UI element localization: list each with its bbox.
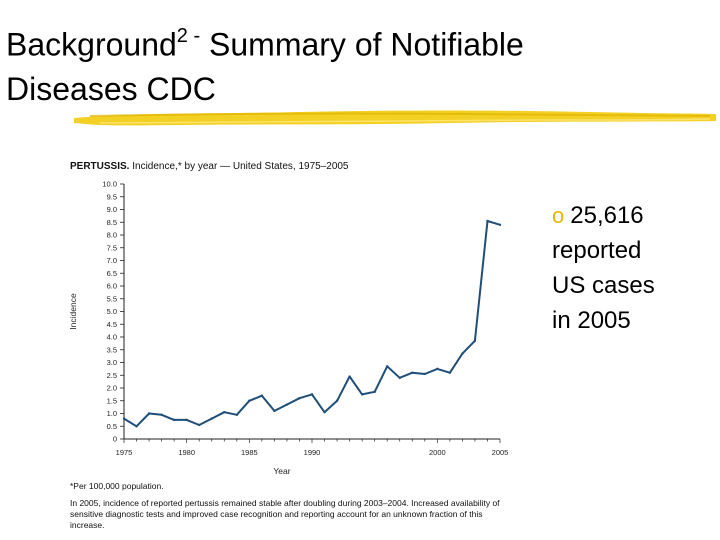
y-tick-label: 7.5: [107, 243, 117, 252]
data-point: [448, 371, 452, 374]
data-point: [235, 413, 238, 416]
bullet-line-1: 25,616: [570, 202, 644, 229]
data-point: [135, 425, 138, 428]
data-point: [461, 352, 464, 355]
y-tick-label: 2.0: [107, 384, 117, 393]
x-tick-label: 1990: [304, 448, 321, 457]
data-point: [248, 399, 251, 402]
data-point: [172, 418, 176, 422]
figure-title-rest: Incidence,* by year — United States, 197…: [129, 161, 349, 172]
data-point: [122, 417, 126, 420]
y-tick-label: 2.5: [107, 371, 117, 380]
data-point: [348, 375, 351, 378]
data-point: [198, 423, 201, 427]
y-tick-label: 4.0: [107, 333, 117, 342]
x-tick-label: 1985: [241, 448, 258, 457]
slide-title-superscript: 2 -: [176, 25, 201, 47]
data-point: [285, 403, 289, 406]
y-tick-label: 5.0: [107, 307, 117, 316]
data-point: [298, 397, 301, 400]
y-tick-label: 9.0: [107, 205, 117, 214]
figure-title-bold: PERTUSSIS.: [70, 161, 130, 172]
y-tick-label: 6.0: [107, 282, 117, 291]
data-point: [398, 376, 401, 379]
bullet-line-2: reported: [552, 237, 642, 264]
data-point: [498, 223, 502, 226]
y-tick-label: 8.0: [107, 231, 117, 240]
figure-footnote: *Per 100,000 population.: [70, 481, 164, 491]
y-tick-label: 7.0: [107, 256, 117, 265]
y-tick-label: 9.5: [107, 192, 117, 201]
y-tick-label: 3.0: [107, 358, 117, 367]
data-point: [310, 393, 314, 396]
y-tick-label: 1.0: [107, 409, 117, 418]
x-axis-label: Year: [273, 466, 290, 476]
highlighter-stroke-decoration: [74, 110, 716, 126]
x-tick-label: 1975: [116, 448, 133, 457]
data-point: [423, 372, 426, 376]
slide-title-line2: Diseases CDC: [6, 70, 216, 107]
data-point: [436, 367, 439, 371]
y-tick-label: 10.0: [102, 180, 117, 189]
data-point: [335, 399, 339, 402]
bullet-marker: o: [552, 203, 565, 228]
slide-title: Background2 - Summary of Notifiable Dise…: [6, 16, 524, 111]
incidence-line-chart: 0 0.5 1.0 1.5 2.0 2.5 3.0 3.5 4.0 4.5 5.0 5.5 6.0 6.5…: [68, 180, 509, 477]
data-point: [386, 365, 389, 368]
data-point: [373, 390, 376, 394]
x-tick-label: 1980: [178, 448, 195, 457]
bullet-line-3: US cases: [552, 272, 655, 299]
figure-title: PERTUSSIS. Incidence,* by year — United …: [70, 161, 349, 172]
data-point: [411, 371, 414, 374]
data-point: [473, 339, 477, 343]
y-tick-label: 0: [113, 435, 117, 444]
bullet-point: o 25,616 reported US cases in 2005: [552, 198, 712, 338]
data-point: [260, 394, 264, 397]
data-point: [160, 413, 163, 416]
bullet-line-4: in 2005: [552, 307, 631, 334]
y-tick-label: 4.5: [107, 320, 117, 329]
x-tick-label: 2000: [429, 448, 446, 457]
data-point: [360, 393, 364, 396]
data-point: [223, 411, 226, 414]
data-point: [210, 417, 213, 420]
data-point: [486, 219, 489, 223]
y-tick-label: 1.5: [107, 396, 117, 405]
y-tick-label: 6.5: [107, 269, 117, 278]
data-point: [323, 411, 326, 414]
data-point: [147, 412, 151, 415]
y-tick-label: 5.5: [107, 294, 117, 303]
y-tick-label: 0.5: [107, 422, 117, 431]
y-tick-label: 8.5: [107, 218, 117, 227]
slide-title-rest: Summary of Notifiable: [200, 26, 524, 63]
x-tick-label: 2005: [492, 448, 509, 457]
data-point: [185, 418, 188, 422]
figure-note: In 2005, incidence of reported pertussis…: [70, 498, 500, 530]
slide-title-main: Background: [6, 26, 177, 63]
y-tick-label: 3.5: [107, 345, 117, 354]
y-axis-label: Incidence: [68, 293, 78, 330]
pertussis-figure: PERTUSSIS. Incidence,* by year — United …: [60, 155, 515, 540]
data-point: [273, 409, 276, 413]
